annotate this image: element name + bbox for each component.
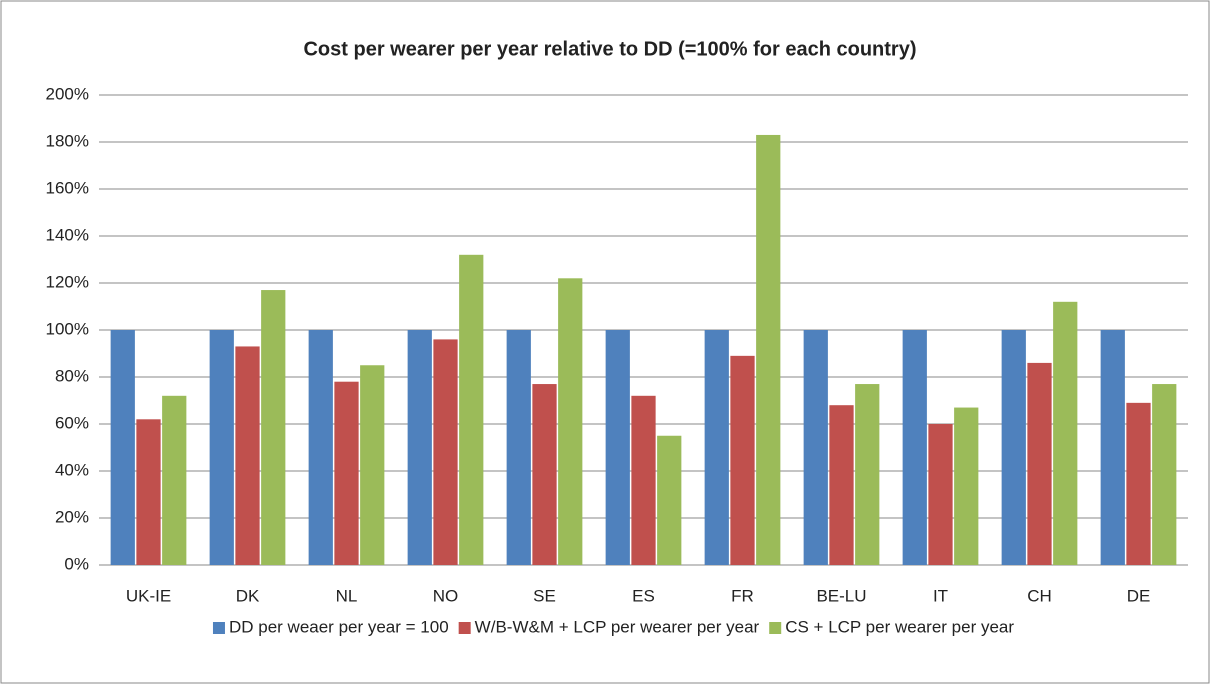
x-tick-label: ES: [632, 586, 655, 605]
bar: [433, 339, 458, 565]
y-tick-label: 180%: [46, 131, 89, 150]
bar: [459, 254, 484, 566]
bar: [631, 395, 656, 565]
bar: [506, 330, 531, 565]
y-tick-label: 100%: [46, 319, 89, 338]
y-tick-label: 140%: [46, 225, 89, 244]
bar: [1100, 330, 1125, 565]
x-tick-label: UK-IE: [126, 586, 171, 605]
y-tick-label: 20%: [55, 507, 89, 526]
legend-swatch: [769, 622, 782, 634]
legend-swatch: [458, 622, 471, 634]
y-tick-label: 160%: [46, 178, 89, 197]
x-tick-label: NL: [336, 586, 358, 605]
bar: [162, 395, 187, 565]
bar: [855, 384, 880, 565]
bar: [605, 330, 630, 565]
bar: [1126, 402, 1151, 565]
bar: [558, 278, 583, 565]
bar: [209, 330, 234, 565]
legend-label: CS + LCP per wearer per year: [785, 617, 1014, 636]
legend-swatch: [212, 622, 225, 634]
bar: [407, 330, 432, 565]
bar: [657, 435, 682, 565]
bar: [902, 330, 927, 565]
chart-title: Cost per wearer per year relative to DD …: [303, 38, 916, 60]
bar: [829, 405, 854, 565]
y-tick-label: 120%: [46, 272, 89, 291]
x-tick-label: DE: [1127, 586, 1151, 605]
bar: [1001, 330, 1026, 565]
bar: [360, 365, 385, 565]
y-tick-label: 200%: [46, 84, 89, 103]
bar: [1027, 362, 1052, 565]
bar: [334, 381, 359, 565]
bar: [730, 355, 755, 565]
x-tick-label: CH: [1027, 586, 1052, 605]
bar: [136, 419, 161, 565]
x-tick-label: DK: [236, 586, 260, 605]
bar: [110, 330, 135, 565]
y-tick-label: 80%: [55, 366, 89, 385]
legend-label: W/B-W&M + LCP per wearer per year: [475, 617, 760, 636]
bar: [1053, 301, 1078, 565]
legend-label: DD per weaer per year = 100: [229, 617, 449, 636]
y-tick-label: 60%: [55, 413, 89, 432]
bar: [1152, 384, 1177, 565]
x-tick-label: NO: [433, 586, 459, 605]
y-tick-label: 40%: [55, 460, 89, 479]
x-tick-label: BE-LU: [816, 586, 866, 605]
bar: [261, 290, 286, 565]
y-tick-label: 0%: [64, 554, 89, 573]
bar: [235, 346, 260, 565]
bar: [704, 330, 729, 565]
bar: [954, 407, 979, 565]
bar: [803, 330, 828, 565]
x-tick-label: SE: [533, 586, 556, 605]
x-tick-label: IT: [933, 586, 948, 605]
bar: [532, 384, 557, 565]
x-tick-label: FR: [731, 586, 754, 605]
bar: [928, 424, 953, 565]
bar: [308, 330, 333, 565]
bar: [756, 134, 781, 565]
